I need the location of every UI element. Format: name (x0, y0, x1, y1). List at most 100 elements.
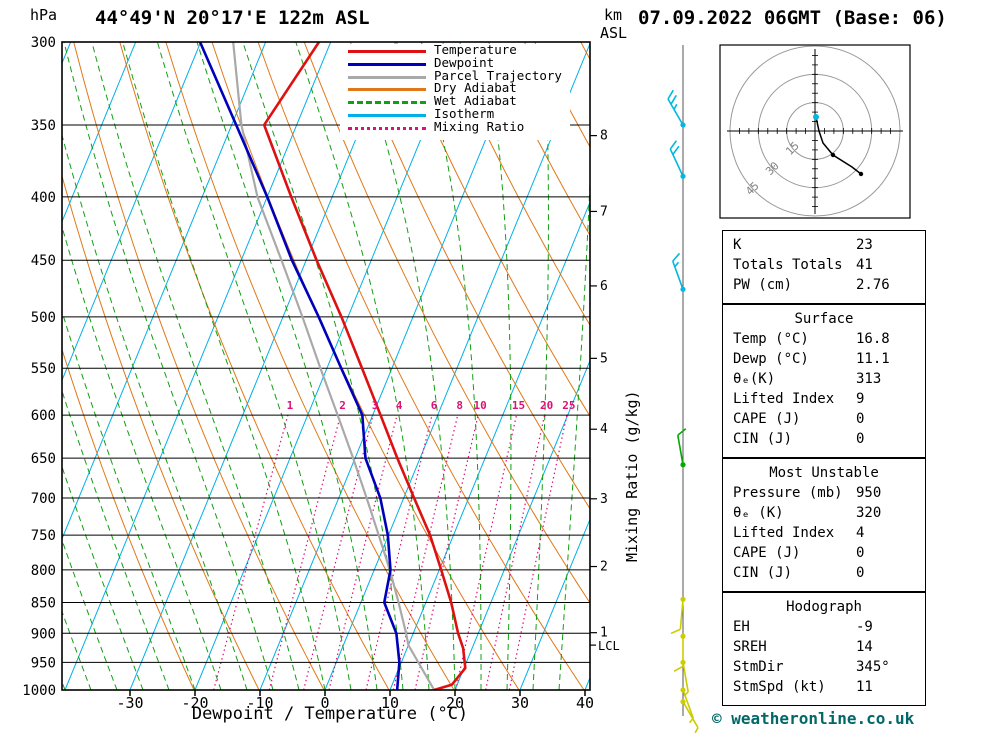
legend-label: Dry Adiabat (434, 80, 517, 96)
isotherm-line (389, 200, 590, 690)
mixing-ratio-label: 6 (431, 399, 438, 412)
temp-tick-label: 30 (511, 694, 529, 712)
pressure-tick-label: 550 (31, 361, 56, 377)
pressure-tick-label: 950 (31, 655, 56, 671)
km-tick-label: 5 (600, 351, 608, 366)
dry-adiabat-line (62, 347, 195, 690)
wind-barb-icon (670, 596, 686, 635)
wet-adiabat-line (0, 42, 13, 690)
hodograph-trace (815, 116, 862, 175)
parcel-trajectory-curve (232, 42, 436, 690)
mixing-ratio-label: 15 (512, 399, 525, 412)
mixing-ratio-label: 10 (474, 399, 487, 412)
wind-barb-icon (671, 252, 686, 292)
legend-swatch-temperature (348, 50, 426, 53)
temp-tick-label: -20 (181, 694, 208, 712)
legend-label: Temperature (434, 42, 517, 57)
mixing-ratio-line (485, 414, 546, 690)
mixing-ratio-line (303, 414, 374, 690)
dry-adiabat-line (903, 42, 1000, 690)
wet-adiabat-line (62, 538, 118, 690)
mixing-ratio-label: 20 (540, 399, 553, 412)
mixing-ratio-label: 1 (287, 399, 294, 412)
temperature-curve (262, 42, 467, 690)
pressure-tick-label: 850 (31, 596, 56, 612)
legend-swatch-wet-adiabat (348, 101, 426, 105)
copyright-label: © weatheronline.co.uk (712, 709, 915, 728)
km-tick-label: 8 (600, 129, 608, 144)
dry-adiabat-line (442, 42, 590, 327)
temp-tick-label: -30 (116, 694, 143, 712)
legend-swatch-isotherm (348, 114, 426, 117)
mixing-ratio-label: 25 (562, 399, 575, 412)
isotherm-line (519, 517, 590, 690)
legend-swatch-dewpoint (348, 62, 426, 66)
dewpoint-curve (198, 42, 401, 690)
wet-adiabat-line (156, 42, 352, 690)
isotherm-line (62, 42, 137, 224)
wet-adiabat-line (91, 42, 300, 690)
pressure-tick-label: 300 (31, 35, 56, 51)
legend-swatch-dry-adiabat (348, 88, 426, 92)
chart-title: 44°49'N 20°17'E 122m ASL (95, 7, 370, 29)
datetime-label: 07.09.2022 06GMT (Base: 06) (638, 7, 947, 29)
isotherm-line (324, 42, 590, 690)
mixing-ratio-axis-label: Mixing Ratio (g/kg) (623, 390, 641, 562)
temp-tick-label: 0 (320, 694, 329, 712)
temp-tick-label: 20 (446, 694, 464, 712)
chart-legend: Temperature Dewpoint Parcel Trajectory Dry … (340, 42, 570, 140)
pressure-tick-label: 400 (31, 190, 56, 206)
pressure-tick-label: 750 (31, 528, 56, 544)
chart-border (61, 41, 591, 691)
wind-barb-icon (667, 89, 686, 128)
pressure-tick-label: 600 (31, 408, 56, 424)
isotherm-line (0, 42, 6, 690)
pressure-tick-label: 1000 (22, 683, 56, 699)
km-tick-label: 3 (600, 492, 608, 507)
wet-adiabat-line (62, 610, 92, 690)
hodograph-point-marker (830, 152, 836, 158)
temp-tick-label: 10 (381, 694, 399, 712)
km-tick-label: 6 (600, 279, 608, 294)
x-axis-label: Dewpoint / Temperature (°C) (192, 704, 468, 724)
wet-adiabat-line (62, 389, 170, 690)
wet-adiabat-line (62, 309, 196, 690)
mixing-ratio-line (392, 414, 459, 690)
km-tick-label: 4 (600, 422, 608, 437)
wet-adiabat-line (62, 133, 248, 690)
km-axis-unit: km (604, 6, 622, 24)
km-tick-label: 2 (600, 560, 608, 575)
temp-tick-label: 40 (576, 694, 594, 712)
pressure-tick-label: 500 (31, 310, 56, 326)
pressure-tick-label: 350 (31, 118, 56, 134)
pressure-axis-unit: hPa (30, 6, 57, 24)
asl-label: ASL (600, 24, 627, 42)
legend-label: Isotherm (434, 106, 495, 121)
km-tick-label: 7 (600, 204, 608, 219)
mixing-ratio-label: 3 (372, 399, 379, 412)
pressure-tick-label: 450 (31, 253, 56, 269)
mixing-ratio-label: 8 (456, 399, 463, 412)
pressure-tick-label: 650 (31, 451, 56, 467)
isotherm-line (259, 42, 527, 690)
legend-swatch-parcel-trajectory (348, 75, 426, 79)
wind-barb-icon (669, 140, 686, 179)
lcl-label: LCL (598, 639, 620, 653)
pressure-tick-label: 800 (31, 563, 56, 579)
isotherm-line (62, 42, 202, 382)
mixing-ratio-label: 4 (396, 399, 403, 412)
dry-adiabat-line (488, 42, 590, 237)
legend-label: Mixing Ratio (434, 118, 525, 134)
pressure-tick-label: 900 (31, 626, 56, 642)
legend-label: Parcel Trajectory (434, 67, 562, 83)
wind-barb-icon (677, 428, 687, 468)
wet-adiabat-line (62, 225, 222, 690)
legend-label: Wet Adiabat (434, 93, 517, 109)
wet-adiabat-line (62, 465, 144, 690)
wind-barb-icon (680, 699, 699, 733)
isotherm-line (64, 42, 332, 690)
hodograph-start-marker (813, 114, 819, 120)
legend-label: Dewpoint (434, 54, 495, 70)
